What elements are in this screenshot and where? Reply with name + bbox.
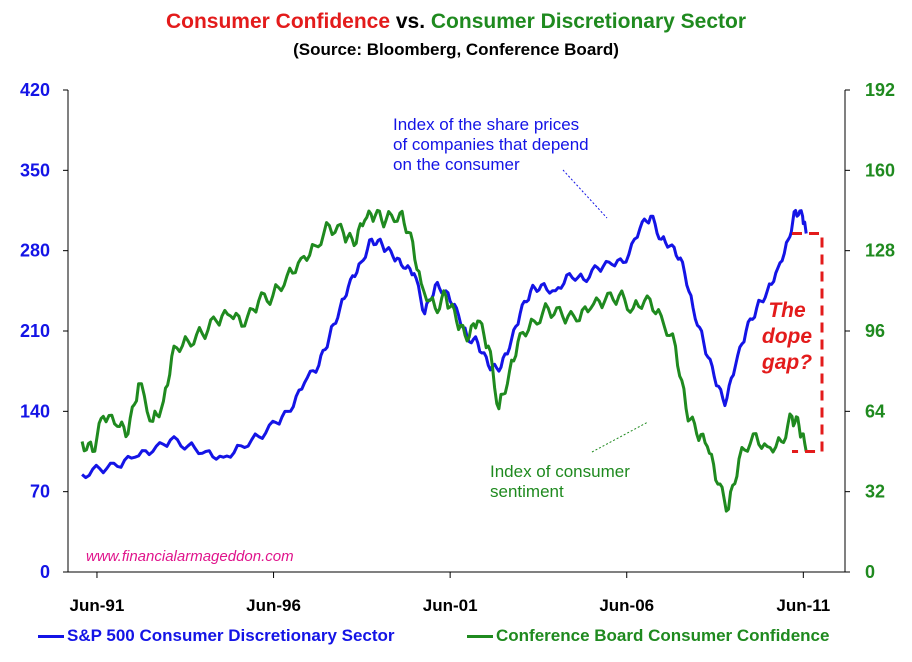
x-tick-label: Jun-96 [246, 596, 301, 615]
legend-label-green: Conference Board Consumer Confidence [496, 626, 830, 645]
x-tick-label: Jun-06 [599, 596, 654, 615]
y-right-tick-label: 64 [865, 401, 885, 421]
legend-swatch-green [467, 635, 493, 639]
y-left-tick-label: 0 [40, 562, 50, 582]
annotation-share-prices: Index of the share prices of companies t… [393, 115, 643, 175]
annotation-consumer-sentiment-line1: Index of consumer [490, 462, 630, 481]
title-part-discretionary: Consumer Discretionary Sector [430, 10, 746, 33]
y-left-tick-label: 70 [30, 482, 50, 502]
y-left-tick-label: 350 [20, 160, 50, 180]
y-left-tick-label: 420 [20, 80, 50, 100]
chart-title: Consumer Confidence vs. Consumer Discret… [0, 10, 912, 34]
legend-item-blue: S&P 500 Consumer Discretionary Sector [38, 626, 395, 646]
y-right-tick-label: 0 [865, 562, 875, 582]
y-right-tick-label: 96 [865, 321, 885, 341]
annotation-share-prices-line3: on the consumer [393, 155, 520, 174]
legend-label-blue: S&P 500 Consumer Discretionary Sector [67, 626, 395, 645]
dope-gap-line3: gap? [761, 351, 813, 374]
annotation-consumer-sentiment: Index of consumer sentiment [490, 462, 690, 502]
x-tick-label: Jun-91 [70, 596, 125, 615]
y-left-tick-label: 140 [20, 401, 50, 421]
y-left-tick-label: 210 [20, 321, 50, 341]
annotation-share-prices-line1: Index of the share prices [393, 115, 580, 134]
y-right-tick-label: 128 [865, 241, 895, 261]
y-right-tick-label: 160 [865, 160, 895, 180]
leader-line-green [591, 421, 649, 453]
leader-line-blue [562, 169, 608, 219]
dope-gap-label: The dope gap? [742, 298, 832, 376]
y-right-tick-label: 32 [865, 482, 885, 502]
y-left-tick-label: 280 [20, 241, 50, 261]
dope-gap-line2: dope [761, 325, 813, 348]
chart-subtitle: (Source: Bloomberg, Conference Board) [293, 40, 619, 59]
annotation-share-prices-line2: of companies that depend [393, 135, 589, 154]
legend-swatch-blue [38, 635, 64, 639]
dope-gap-line1: The [768, 299, 806, 322]
annotation-consumer-sentiment-line2: sentiment [490, 482, 564, 501]
legend-item-green: Conference Board Consumer Confidence [467, 626, 829, 646]
title-part-consumer-confidence: Consumer Confidence [165, 10, 391, 33]
series-line-consumer-confidence [80, 208, 808, 513]
x-tick-label: Jun-11 [776, 596, 830, 615]
series-line-sp500-discretionary [81, 209, 808, 480]
dope-gap-bracket [792, 231, 824, 453]
title-part-vs: vs. [390, 10, 431, 33]
x-tick-label: Jun-01 [423, 596, 478, 615]
y-right-tick-label: 192 [865, 80, 895, 100]
watermark-url: www.financialarmageddon.com [86, 548, 294, 565]
